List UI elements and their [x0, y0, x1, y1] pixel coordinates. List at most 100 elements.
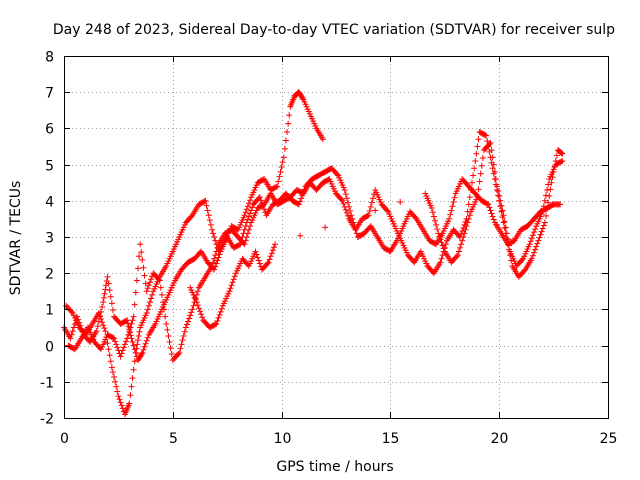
data-point: [247, 223, 254, 230]
data-point: [497, 197, 504, 204]
data-point: [557, 149, 564, 156]
data-point: [68, 308, 75, 315]
data-point: [268, 250, 275, 257]
data-point: [489, 213, 496, 220]
y-tick-label: 6: [45, 122, 54, 138]
data-point: [102, 328, 109, 335]
series-track-C: [65, 129, 566, 364]
data-point: [127, 392, 134, 399]
data-point: [273, 183, 280, 190]
data-point: [545, 181, 552, 188]
data-point: [296, 201, 303, 208]
data-point: [176, 349, 183, 356]
data-point: [211, 255, 218, 262]
data-point: [116, 396, 123, 403]
data-point: [531, 249, 538, 256]
data-point: [231, 273, 238, 280]
data-point: [256, 260, 263, 267]
data-point: [369, 195, 376, 202]
data-point: [138, 351, 145, 358]
data-point: [190, 302, 197, 309]
data-point: [94, 323, 101, 330]
data-point: [175, 351, 182, 358]
data-point: [183, 321, 190, 328]
data-point: [245, 213, 252, 220]
data-point: [212, 321, 219, 328]
data-point: [142, 280, 149, 287]
data-point: [142, 340, 149, 347]
data-point: [529, 232, 536, 239]
data-point: [194, 302, 201, 309]
data-point: [178, 341, 185, 348]
data-point: [475, 186, 482, 193]
data-point: [476, 178, 483, 185]
data-point: [276, 173, 283, 180]
data-point: [483, 132, 490, 139]
data-point: [206, 217, 213, 224]
data-point: [499, 207, 506, 214]
data-point: [138, 249, 145, 256]
data-point: [548, 179, 555, 186]
data-point: [244, 216, 251, 223]
data-point: [67, 335, 74, 342]
data-point: [284, 129, 291, 136]
data-point: [281, 145, 288, 152]
data-point: [229, 279, 236, 286]
data-point: [111, 335, 118, 342]
data-point: [253, 251, 260, 258]
data-point: [282, 137, 289, 144]
data-point: [99, 319, 106, 326]
data-point: [558, 158, 565, 165]
data-point: [461, 230, 468, 237]
series-track-B: [63, 89, 326, 418]
data-point: [242, 209, 249, 216]
data-point: [460, 234, 467, 240]
y-axis-label: SDTVAR / TECUs: [8, 181, 24, 296]
data-point: [218, 305, 225, 312]
data-point: [439, 242, 446, 249]
data-point: [264, 260, 271, 267]
axis-ticks: 0 5 10 15 20 25 -2 -1 0 1 2 3 4 5 6 7 8: [40, 50, 617, 448]
data-point: [462, 226, 469, 233]
data-point: [96, 313, 103, 320]
data-point: [108, 364, 115, 371]
data-point: [428, 205, 435, 212]
data-point: [247, 210, 254, 217]
data-point: [179, 337, 186, 344]
data-point: [140, 264, 147, 271]
data-point: [344, 199, 351, 206]
data-point: [109, 369, 116, 376]
data-point: [214, 257, 221, 264]
data-point: [255, 257, 262, 264]
data-point: [186, 315, 193, 322]
data-point: [319, 136, 326, 143]
data-point: [540, 222, 547, 229]
data-point: [189, 306, 196, 313]
data-point: [559, 150, 566, 157]
data-point: [526, 241, 533, 248]
data-point: [430, 213, 437, 220]
data-point: [528, 235, 535, 242]
data-point: [286, 112, 293, 119]
data-point: [134, 341, 141, 348]
data-point: [473, 150, 480, 157]
data-point: [226, 288, 233, 295]
data-point: [449, 203, 456, 210]
data-point: [322, 224, 329, 231]
data-point: [121, 341, 128, 348]
x-tick-label: 20: [491, 431, 509, 447]
data-point: [119, 405, 126, 412]
data-point: [144, 306, 151, 313]
data-point: [553, 152, 560, 159]
data-point: [334, 171, 341, 178]
data-point: [534, 240, 541, 247]
data-point: [203, 202, 210, 209]
data-point: [130, 313, 137, 320]
data-point: [164, 326, 171, 333]
data-point: [193, 299, 200, 306]
data-point: [519, 256, 526, 263]
data-point: [213, 260, 220, 267]
data-point: [537, 231, 544, 238]
data-point: [133, 345, 140, 352]
data-point: [117, 353, 124, 360]
